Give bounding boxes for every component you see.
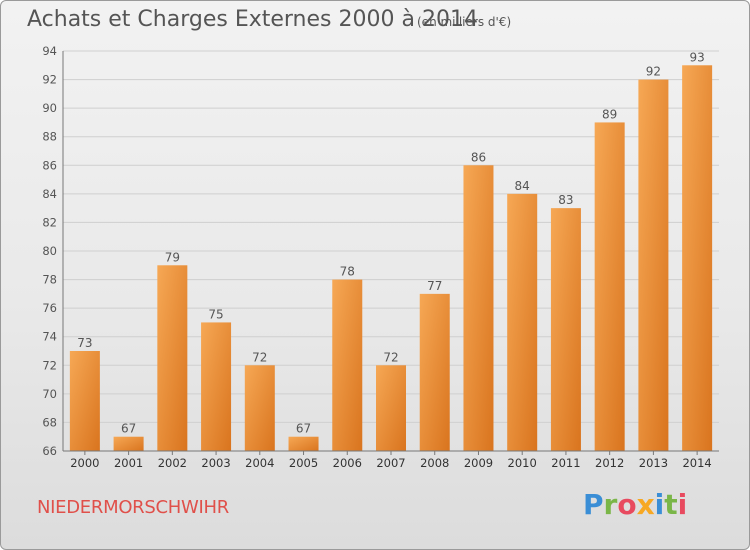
y-tick-label: 76	[42, 301, 57, 315]
x-tick-label: 2011	[551, 456, 580, 470]
data-label: 67	[121, 422, 136, 436]
data-label: 79	[165, 250, 180, 264]
y-tick-label: 78	[42, 273, 57, 287]
y-tick-label: 90	[42, 101, 57, 115]
bar-2002	[157, 265, 188, 451]
y-tick-label: 88	[42, 130, 57, 144]
commune-name: NIEDERMORSCHWIHR	[37, 497, 229, 518]
bar-2005	[288, 436, 319, 451]
bar-2007	[376, 365, 406, 451]
y-tick-label: 66	[42, 444, 57, 458]
logo-letter: o	[617, 488, 637, 521]
y-tick-label: 72	[42, 358, 57, 372]
data-labels: 73 67 79 75 72 67 78 72 77 86 84 83 89 92 93	[77, 50, 705, 435]
bar-2012	[594, 122, 625, 451]
data-label: 78	[340, 265, 355, 279]
logo-letter: P	[583, 488, 604, 521]
chart-unit: (en milliers d'€)	[417, 15, 512, 29]
data-label: 72	[383, 350, 398, 364]
data-label: 84	[515, 179, 530, 193]
bar-2006	[332, 279, 363, 451]
y-tick-label: 92	[42, 73, 57, 87]
data-label: 93	[689, 50, 704, 64]
x-tick-label: 2010	[508, 456, 537, 470]
x-tick-label: 2000	[70, 456, 99, 470]
bar-2014	[682, 65, 713, 452]
y-tick-label: 70	[42, 387, 57, 401]
data-label: 77	[427, 279, 442, 293]
proxiti-logo[interactable]: Proxiti	[583, 488, 687, 521]
bar-2013	[638, 79, 669, 452]
x-axis-ticks: 2000 2001 2002 2003 2004 2005 2006 2007 2008 2009…	[70, 451, 712, 470]
data-label: 73	[77, 336, 92, 350]
x-tick-label: 2004	[245, 456, 274, 470]
y-tick-label: 86	[42, 158, 57, 172]
bar-2004	[244, 365, 275, 451]
y-tick-label: 82	[42, 215, 57, 229]
y-tick-label: 74	[42, 330, 57, 344]
bar-2001	[113, 436, 144, 451]
y-axis-ticks: 66 68 70 72 74 76 78 80 82 84 86 88 90 92 94	[42, 44, 57, 458]
data-label: 83	[558, 193, 573, 207]
data-label: 67	[296, 422, 311, 436]
x-tick-label: 2006	[333, 456, 362, 470]
y-tick-label: 94	[42, 44, 57, 58]
bars	[69, 65, 713, 452]
data-label: 75	[208, 307, 223, 321]
x-tick-label: 2003	[201, 456, 230, 470]
data-label: 86	[471, 150, 486, 164]
x-tick-label: 2014	[682, 456, 711, 470]
x-tick-label: 2013	[639, 456, 668, 470]
y-tick-label: 84	[42, 187, 57, 201]
y-tick-label: 68	[42, 415, 57, 429]
logo-letter: i	[677, 488, 688, 521]
data-label: 89	[602, 107, 617, 121]
logo-letter: r	[603, 488, 618, 521]
bar-2009	[463, 165, 494, 452]
bar-2008	[419, 293, 450, 451]
x-tick-label: 2009	[464, 456, 493, 470]
bar-2003	[201, 322, 232, 451]
bar-2000	[69, 351, 100, 451]
x-tick-label: 2005	[289, 456, 318, 470]
x-tick-label: 2002	[158, 456, 187, 470]
x-tick-label: 2007	[376, 456, 405, 470]
data-label: 72	[252, 350, 267, 364]
bar-2011	[550, 208, 581, 451]
x-tick-label: 2001	[114, 456, 143, 470]
y-tick-label: 80	[42, 244, 57, 258]
chart-title: Achats et Charges Externes 2000 à 2014	[27, 7, 478, 32]
x-tick-label: 2008	[420, 456, 449, 470]
x-tick-label: 2012	[595, 456, 624, 470]
logo-letter: x	[636, 488, 655, 521]
logo-letter: i	[654, 488, 665, 521]
logo-letter: t	[664, 488, 678, 521]
data-label: 92	[646, 65, 661, 79]
bar-2010	[507, 193, 538, 451]
